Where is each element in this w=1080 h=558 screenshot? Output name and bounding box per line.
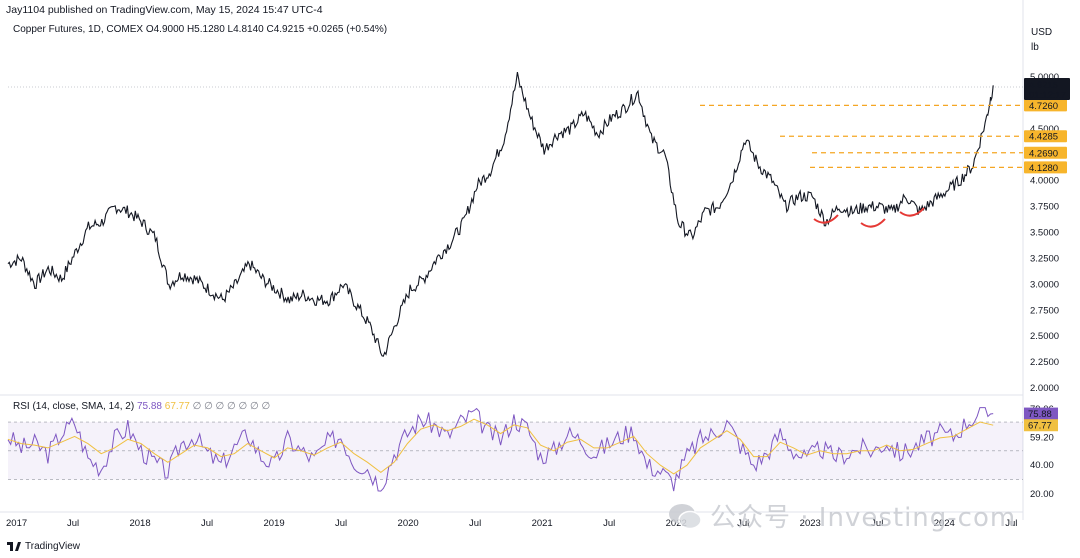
level-tag — [1024, 146, 1067, 159]
price-tick-label: 3.2500 — [1030, 253, 1059, 264]
time-tick-label: 2020 — [398, 518, 419, 529]
currency-unit[interactable]: USD lb — [1031, 25, 1052, 55]
level-tag — [1024, 99, 1067, 112]
time-tick-label: Jul — [1005, 518, 1017, 529]
time-tick-label: 2018 — [129, 518, 150, 529]
watermark-text: 公众号 · Investing-com — [710, 503, 1017, 533]
level-tag-label: 4.4285 — [1029, 132, 1058, 143]
time-tick-label: Jul — [67, 518, 79, 529]
time-tick-label: Jul — [603, 518, 615, 529]
watermark: 公众号 · Investing-com — [668, 497, 1016, 534]
level-tag — [1024, 161, 1067, 174]
price-tick-label: 3.5000 — [1030, 228, 1059, 239]
level-tag — [1024, 130, 1067, 143]
rsi-value-tag-label: 75.88 — [1028, 409, 1052, 420]
rsi-tick-label: 20.00 — [1030, 489, 1054, 500]
time-tick-label: Jul — [737, 518, 749, 529]
rsi-ma-tag-label: 67.77 — [1028, 421, 1052, 432]
publisher-header: Jay1104 published on TradingView.com, Ma… — [6, 4, 323, 16]
rsi-value: 75.88 — [136, 401, 162, 412]
level-tag-label: 4.7260 — [1029, 101, 1058, 112]
rsi-label: RSI (14, close, SMA, 14, 2) — [13, 401, 135, 412]
rsi-ma-tag — [1024, 419, 1058, 432]
price-tick-label: 2.0000 — [1030, 383, 1059, 394]
price-tick-label: 2.5000 — [1030, 331, 1059, 342]
unit-label: lb — [1031, 42, 1039, 53]
price-series-line — [7, 71, 994, 357]
rsi-hidden-values: ∅ ∅ ∅ ∅ ∅ ∅ ∅ — [192, 401, 271, 412]
rsi-tick-label: 59.20 — [1030, 433, 1054, 444]
price-tick-label: 3.0000 — [1030, 279, 1059, 290]
rsi-line — [7, 407, 994, 492]
pattern-arc — [860, 218, 886, 228]
rsi-ma-value: 67.77 — [164, 401, 190, 412]
time-tick-label: Jul — [201, 518, 213, 529]
rsi-legend: RSI (14, close, SMA, 14, 2) 75.88 67.77 … — [13, 401, 270, 412]
price-tick-label: 2.7500 — [1030, 305, 1059, 316]
level-tag-label: 4.2690 — [1029, 148, 1058, 159]
pattern-arc — [899, 207, 925, 217]
last-price-label: 4.9215 — [1029, 80, 1058, 91]
time-tick-label: 2017 — [6, 518, 27, 529]
rsi-ma-line — [7, 418, 994, 475]
last-price-tag — [1024, 78, 1070, 100]
price-tick-label: 5.0000 — [1030, 72, 1059, 83]
time-tick-label: Jul — [469, 518, 481, 529]
rsi-tick-label: 40.00 — [1030, 460, 1054, 471]
time-tick-label: 2023 — [800, 518, 821, 529]
time-tick-label: 2021 — [532, 518, 553, 529]
time-tick-label: Jul — [335, 518, 347, 529]
price-tick-label: 4.5000 — [1030, 124, 1059, 135]
time-tick-label: 2019 — [264, 518, 285, 529]
tradingview-logo-icon — [7, 542, 21, 551]
price-tick-label: 2.2500 — [1030, 357, 1059, 368]
tradingview-label: TradingView — [25, 541, 81, 552]
wechat-icon — [669, 503, 702, 529]
level-tag-label: 4.1280 — [1029, 163, 1058, 174]
symbol-legend: Copper Futures, 1D, COMEX O4.9000 H5.128… — [13, 24, 388, 35]
tradingview-brand[interactable]: TradingView — [7, 541, 80, 552]
time-tick-label: 2022 — [666, 518, 687, 529]
rsi-value-tag — [1024, 407, 1058, 420]
countdown-label: 01:12:17 — [1029, 90, 1066, 101]
time-tick-label: Jul — [871, 518, 883, 529]
pattern-arc — [813, 214, 839, 224]
price-tick-label: 3.7500 — [1030, 202, 1059, 213]
price-tick-label: 4.0000 — [1030, 176, 1059, 187]
time-tick-label: 2024 — [934, 518, 955, 529]
currency-label: USD — [1031, 27, 1053, 38]
